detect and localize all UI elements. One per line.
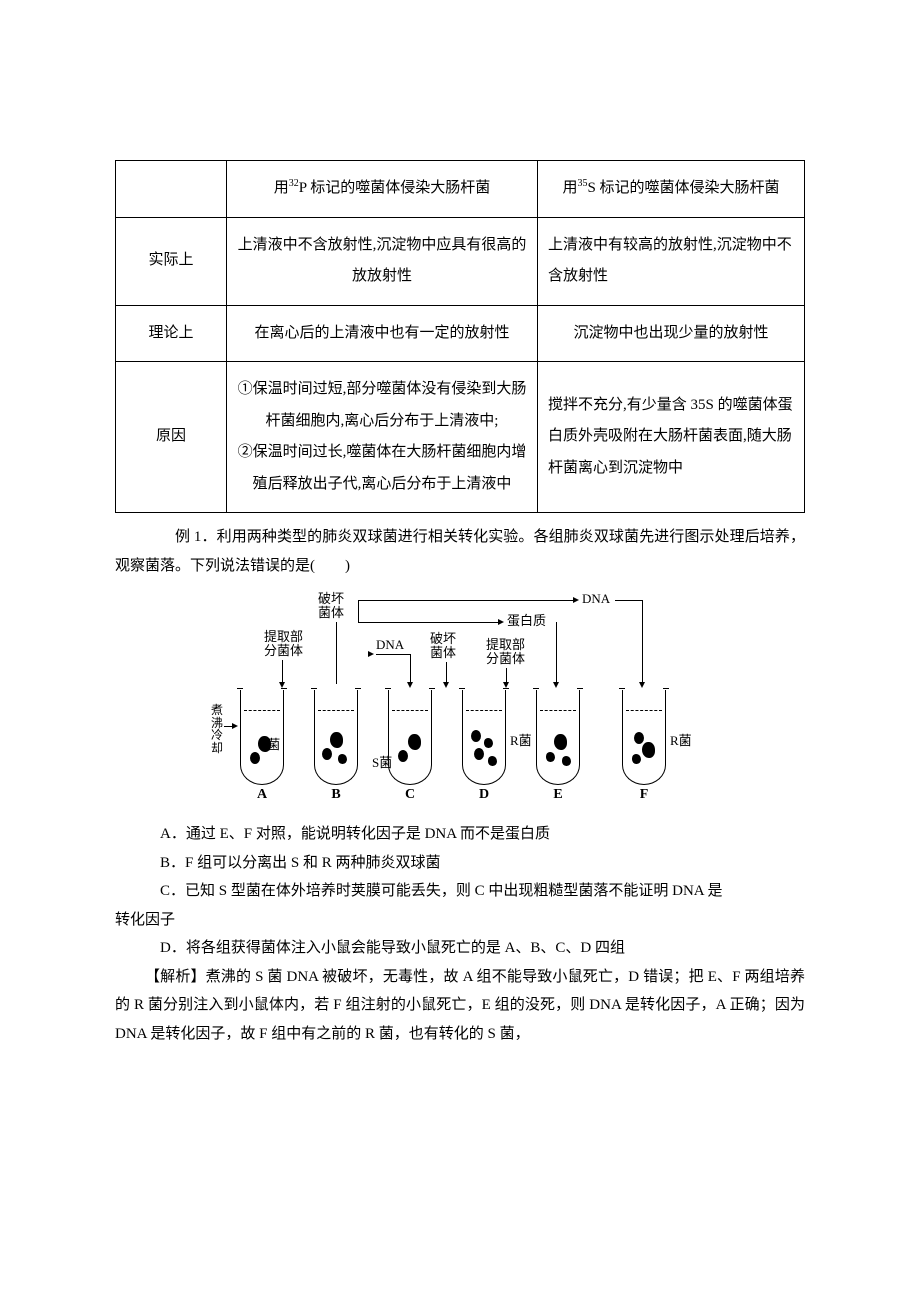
txt: 用 <box>274 180 289 196</box>
header-s35: 用35S 标记的噬菌体侵染大肠杆菌 <box>538 161 805 218</box>
label-r: R菌 <box>510 734 532 748</box>
cell: ①保温时间过短,部分噬菌体没有侵染到大肠杆菌细胞内,离心后分布于上清液中; ②保… <box>227 362 538 513</box>
arrow-icon <box>573 597 579 603</box>
option-d: D．将各组获得菌体注入小鼠会能导致小鼠死亡的是 A、B、C、D 四组 <box>115 934 805 963</box>
arrow-icon <box>443 682 449 688</box>
cell: 在离心后的上清液中也有一定的放射性 <box>227 305 538 362</box>
tube-d: D <box>462 690 506 785</box>
isotope: 35 <box>577 178 587 189</box>
label-s2: S菌 <box>372 756 392 770</box>
tube-label: B <box>314 782 358 809</box>
arrow-icon <box>639 682 645 688</box>
header-empty <box>116 161 227 218</box>
label-dna: DNA <box>582 592 610 606</box>
page: 用32P 标记的噬菌体侵染大肠杆菌 用35S 标记的噬菌体侵染大肠杆菌 实际上 … <box>0 0 920 1108</box>
arrow-icon <box>553 682 559 688</box>
label-destroy2: 破坏 菌体 <box>430 632 456 661</box>
label-boil: 煮沸冷却 <box>210 704 224 754</box>
line <box>358 600 573 601</box>
arrow-icon <box>407 682 413 688</box>
header-p32: 用32P 标记的噬菌体侵染大肠杆菌 <box>227 161 538 218</box>
line <box>556 622 557 684</box>
row-label: 原因 <box>116 362 227 513</box>
line <box>642 600 643 684</box>
option-c: C．已知 S 型菌在体外培养时荚膜可能丢失，则 C 中出现粗糙型菌落不能证明 D… <box>115 877 805 906</box>
isotope: 32 <box>289 178 299 189</box>
table-row: 实际上 上清液中不含放射性,沉淀物中应具有很高的放放射性 上清液中有较高的放射性… <box>116 217 805 305</box>
arrow-icon <box>368 651 374 657</box>
label-protein: 蛋白质 <box>507 614 546 628</box>
option-c-cont: 转化因子 <box>115 906 805 935</box>
option-a: A．通过 E、F 对照，能说明转化因子是 DNA 而不是蛋白质 <box>115 820 805 849</box>
arrow-icon <box>498 619 504 625</box>
tube-c: C <box>388 690 432 785</box>
table-row: 用32P 标记的噬菌体侵染大肠杆菌 用35S 标记的噬菌体侵染大肠杆菌 <box>116 161 805 218</box>
cell: 搅拌不充分,有少量含 35S 的噬菌体蛋白质外壳吸附在大肠杆菌表面,随大肠杆菌离… <box>538 362 805 513</box>
label-destroy1: 破坏 菌体 <box>318 592 344 621</box>
line <box>358 622 498 623</box>
tube-b: B <box>314 690 358 785</box>
label-extract-left: 提取部 分菌体 <box>264 630 303 659</box>
line <box>358 600 359 622</box>
label-s: S菌 <box>260 738 280 752</box>
label-r2: R菌 <box>670 734 692 748</box>
table-row: 原因 ①保温时间过短,部分噬菌体没有侵染到大肠杆菌细胞内,离心后分布于上清液中;… <box>116 362 805 513</box>
line <box>282 660 283 684</box>
example-lead: 例 1．利用两种类型的肺炎双球菌进行相关转化实验。各组肺炎双球菌先进行图示处理后… <box>115 523 805 580</box>
line <box>336 622 337 684</box>
tube-label: C <box>388 782 432 809</box>
tube-label: A <box>240 782 284 809</box>
tube-label: E <box>536 782 580 809</box>
txt: S 标记的噬菌体侵染大肠杆菌 <box>587 180 779 196</box>
cell: 沉淀物中也出现少量的放射性 <box>538 305 805 362</box>
txt: 用 <box>562 180 577 196</box>
table-row: 理论上 在离心后的上清液中也有一定的放射性 沉淀物中也出现少量的放射性 <box>116 305 805 362</box>
txt: P 标记的噬菌体侵染大肠杆菌 <box>299 180 491 196</box>
tube-label: D <box>462 782 506 809</box>
label-dna2: DNA <box>376 638 404 652</box>
experiment-diagram: 破坏 菌体 DNA 蛋白质 DNA 破坏 菌体 提取部 分菌体 提取部 分菌体 <box>210 586 710 816</box>
line <box>446 662 447 684</box>
explanation: 【解析】煮沸的 S 菌 DNA 被破坏，无毒性，故 A 组不能导致小鼠死亡，D … <box>115 963 805 1049</box>
arrow-icon <box>232 723 238 729</box>
label-extract: 提取部 分菌体 <box>486 638 525 667</box>
row-label: 理论上 <box>116 305 227 362</box>
tube-label: F <box>622 782 666 809</box>
tube-e: E <box>536 690 580 785</box>
line <box>410 654 411 684</box>
row-label: 实际上 <box>116 217 227 305</box>
cell: 上清液中有较高的放射性,沉淀物中不含放射性 <box>538 217 805 305</box>
option-b: B．F 组可以分离出 S 和 R 两种肺炎双球菌 <box>115 849 805 878</box>
line <box>376 654 410 655</box>
comparison-table: 用32P 标记的噬菌体侵染大肠杆菌 用35S 标记的噬菌体侵染大肠杆菌 实际上 … <box>115 160 805 513</box>
line <box>615 600 642 601</box>
tube-f: F <box>622 690 666 785</box>
cell: 上清液中不含放射性,沉淀物中应具有很高的放放射性 <box>227 217 538 305</box>
